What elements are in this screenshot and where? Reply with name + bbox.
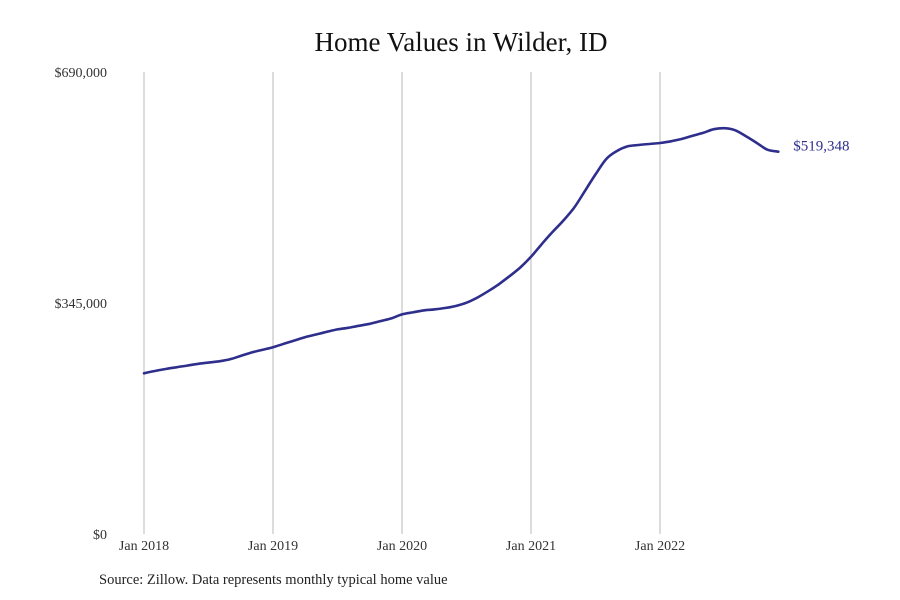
y-tick-label-1: $345,000 [55,297,108,312]
y-tick-label-2: $690,000 [55,66,108,81]
x-tick-label-0: Jan 2018 [119,539,169,554]
source-note: Source: Zillow. Data represents monthly … [99,572,448,588]
x-axis-tick-labels: Jan 2018 Jan 2019 Jan 2020 Jan 2021 Jan 2022 [119,539,685,554]
y-tick-label-0: $0 [93,528,107,543]
y-axis-tick-labels: $0 $345,000 $690,000 [55,66,108,543]
x-tick-label-1: Jan 2019 [248,539,298,554]
series-lines [142,126,780,375]
end-labels: $519,348 [793,139,849,155]
end-value-label: $519,348 [793,139,849,155]
chart-title: Home Values in Wilder, ID [314,27,608,57]
x-tick-label-4: Jan 2022 [635,539,685,554]
series-line-0 [142,126,780,375]
x-tick-label-3: Jan 2021 [506,539,556,554]
gridlines [143,72,661,534]
x-tick-label-2: Jan 2020 [377,539,427,554]
